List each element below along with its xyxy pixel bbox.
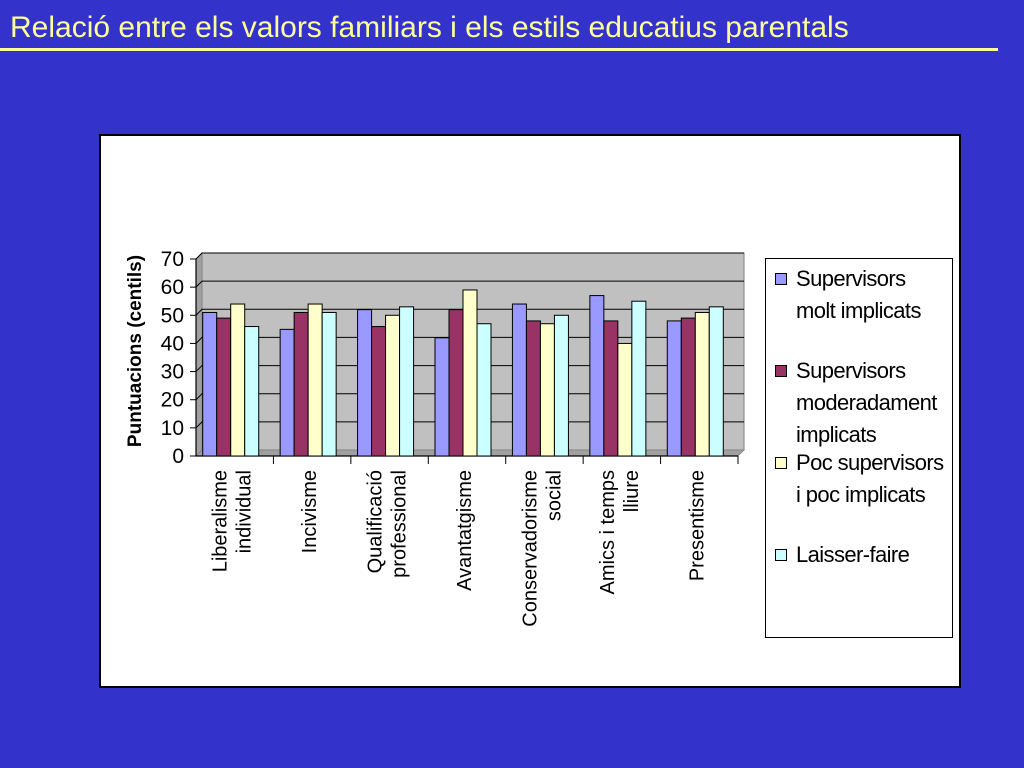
x-category-label: lliure [621, 470, 643, 512]
bar [603, 320, 619, 457]
y-tick-label: 60 [161, 276, 184, 299]
x-category-label: professional [389, 470, 411, 578]
slide-title: Relació entre els valors familiars i els… [10, 11, 849, 44]
legend-swatch [775, 273, 787, 285]
bar [448, 309, 464, 457]
x-category-label: Liberalisme [210, 470, 232, 572]
gridline [195, 308, 744, 316]
bar-chart: 0 10 20 30 40 50 60 70 Liberalisme individual Inci… [125, 248, 745, 627]
legend-swatch [775, 549, 787, 561]
bar [525, 320, 541, 457]
bar [708, 306, 724, 457]
legend-label: Poc supervisors i poc implicats [796, 450, 944, 507]
x-category-label: social [543, 470, 565, 521]
bar [476, 323, 492, 457]
gridline [195, 280, 744, 288]
legend-label: Supervisors molt implicats [796, 266, 921, 323]
y-tick-label: 20 [161, 389, 184, 412]
bar [307, 303, 323, 457]
x-category-label: Presentisme [686, 470, 708, 581]
bar [357, 309, 373, 457]
bar [694, 311, 710, 457]
bar [202, 311, 218, 457]
gridline [195, 252, 744, 260]
chart-legend: Supervisors molt implicats Supervisors mode… [765, 258, 953, 638]
bar [666, 320, 682, 457]
bar [385, 314, 401, 457]
title-underline [0, 48, 998, 51]
bar [279, 328, 295, 457]
chart-frame: 0 10 20 30 40 50 60 70 Liberalisme individual Inci… [99, 134, 961, 688]
bar [293, 311, 309, 457]
bar [617, 342, 633, 457]
bar [462, 289, 478, 457]
bar [399, 306, 415, 457]
x-category-label: individual [234, 470, 256, 553]
bar [434, 337, 450, 457]
bar [631, 300, 647, 457]
bar [511, 303, 527, 457]
plot-area: 0 10 20 30 40 50 60 70 Liberalisme individual Inci… [161, 248, 745, 627]
bar [680, 317, 696, 457]
bar [216, 317, 232, 457]
y-tick-label: 70 [161, 248, 184, 271]
x-category-label: Avantatgisme [454, 470, 476, 591]
x-category-label: Conservadorisme [519, 470, 541, 627]
bar [244, 326, 260, 457]
y-tick-label: 40 [161, 332, 184, 355]
bar [371, 326, 387, 457]
bar [589, 295, 605, 457]
x-category-label: Amics i temps [597, 470, 619, 594]
legend-label: Laisser-faire [796, 542, 910, 567]
bar [539, 323, 555, 457]
x-category-label: Qualificació [365, 470, 387, 573]
y-tick-label: 30 [161, 361, 184, 384]
x-category-label: Incivisme [299, 470, 321, 553]
bar [321, 311, 337, 457]
y-axis-title: Puntuacions (centils) [125, 255, 146, 447]
legend-swatch [775, 457, 787, 469]
y-tick-label: 0 [172, 445, 184, 468]
bar [230, 303, 246, 457]
bar [553, 314, 569, 457]
y-tick-label: 50 [161, 304, 184, 327]
legend-label: Supervisors moderadament implicats [796, 358, 937, 447]
y-tick-label: 10 [161, 417, 184, 440]
legend-swatch [775, 365, 787, 377]
